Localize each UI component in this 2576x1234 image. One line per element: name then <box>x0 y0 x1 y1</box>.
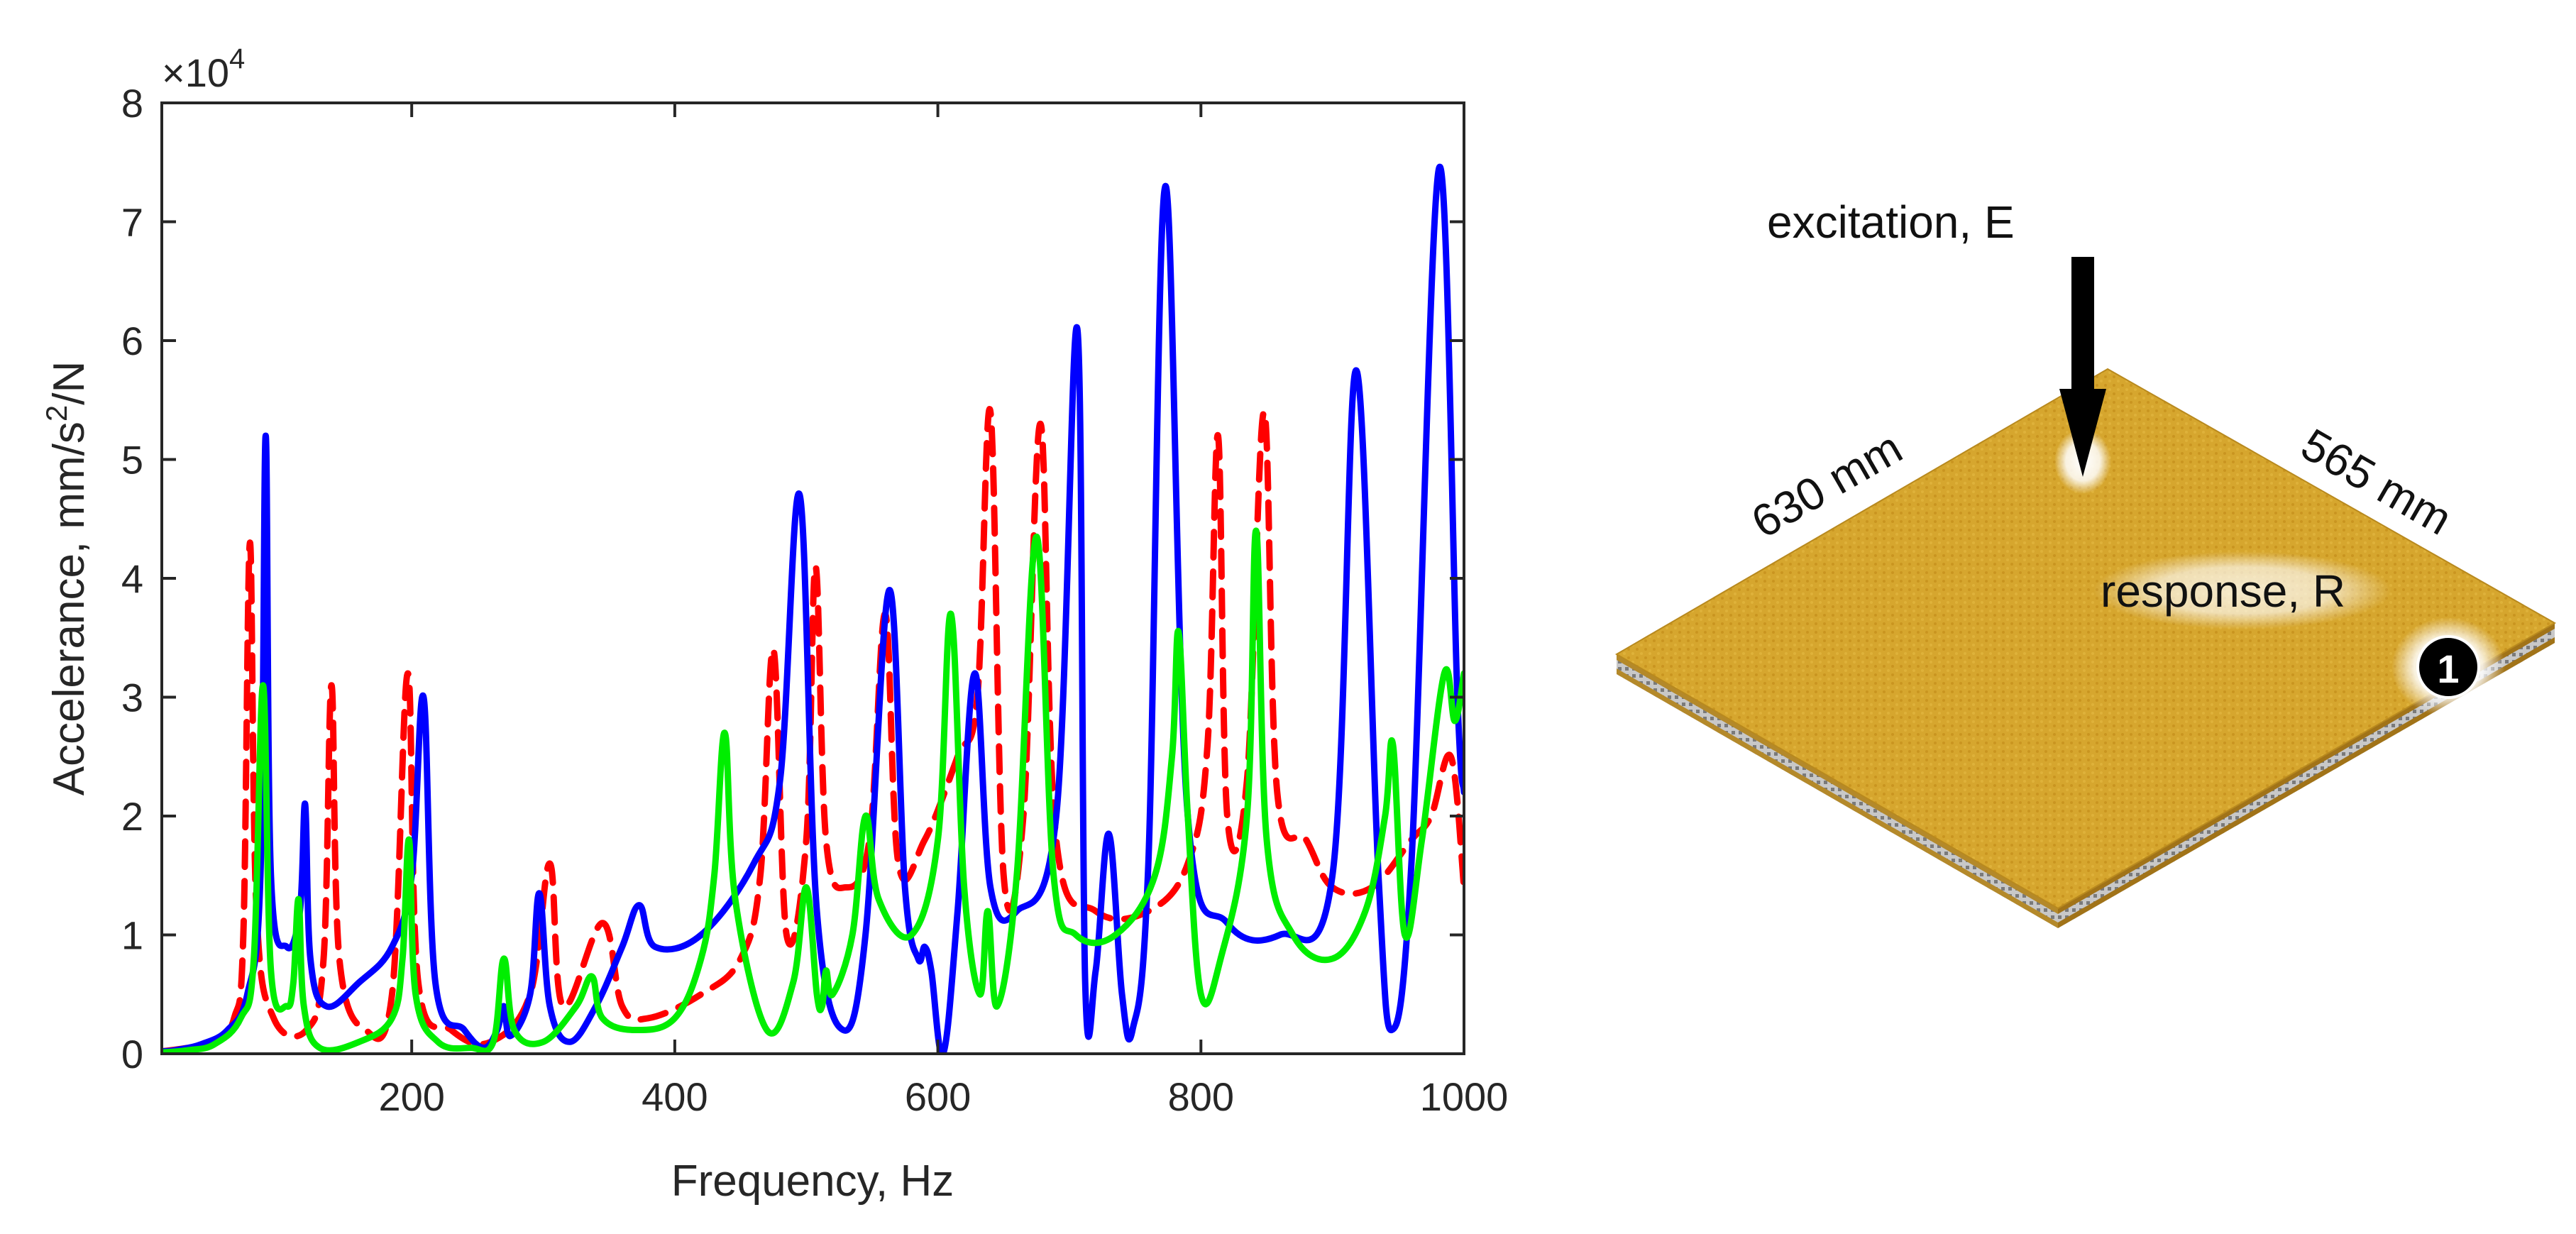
y-scale-factor: ×104 <box>162 43 245 95</box>
y-tick-label: 7 <box>121 200 143 245</box>
x-axis-label: Frequency, Hz <box>671 1157 954 1206</box>
y-tick-label: 6 <box>121 319 143 363</box>
y-tick-label: 0 <box>121 1032 143 1076</box>
response-point-number: 1 <box>2437 646 2459 691</box>
y-axis-label: Accelerance, mm/s2/N <box>40 361 94 796</box>
y-axis-label-superscript: 2 <box>40 405 73 422</box>
y-tick-label: 4 <box>121 556 143 601</box>
y-axis-label-tail: /N <box>45 361 94 405</box>
excitation-arrow-shaft <box>2071 257 2094 396</box>
y-tick-label: 8 <box>121 81 143 126</box>
x-tick-label: 600 <box>905 1074 971 1119</box>
plot-frame <box>160 101 1465 1055</box>
y-tick-label: 2 <box>121 794 143 839</box>
x-tick-label: 800 <box>1168 1074 1234 1119</box>
plate-top-face <box>1615 368 2557 910</box>
response-label-glow <box>2093 551 2391 629</box>
plate-left-edge-top <box>1617 654 2058 914</box>
x-tick-label: 1000 <box>1420 1074 1509 1119</box>
x-tick-label: 400 <box>642 1074 708 1119</box>
plate-schematic: 1 excitation, E response, R 630 mm 565 m… <box>1615 197 2557 928</box>
series-line-green <box>162 527 1464 1054</box>
y-axis-label-main: Accelerance, mm/s <box>45 422 94 795</box>
y-tick-label: 5 <box>121 438 143 483</box>
y-scale-base: ×10 <box>162 50 229 95</box>
plate-left-edge-bottom <box>1617 668 2058 928</box>
excitation-arrow-head <box>2059 389 2106 477</box>
response-label: response, R <box>2101 566 2345 617</box>
series-line-red <box>162 406 1464 1054</box>
series-layer <box>162 163 1464 1054</box>
response-point-marker <box>2416 635 2480 699</box>
y-tick-label: 3 <box>121 676 143 720</box>
y-tick-label: 1 <box>121 913 143 958</box>
x-tick-label: 200 <box>378 1074 444 1119</box>
ticks-layer: 200 400 600 800 1000 0 1 2 3 4 5 6 7 8 <box>121 81 1508 1119</box>
y-scale-exponent: 4 <box>229 43 245 75</box>
excitation-label: excitation, E <box>1767 197 2015 248</box>
series-line-blue <box>162 163 1464 1054</box>
